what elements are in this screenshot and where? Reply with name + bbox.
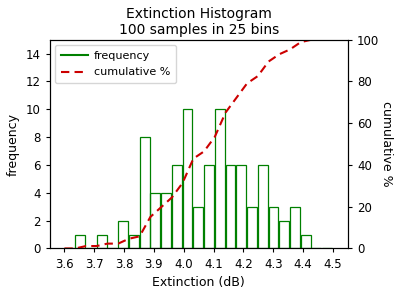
Bar [129, 234, 139, 248]
Bar [301, 234, 311, 248]
Bar [247, 207, 257, 248]
Legend: frequency, cumulative %: frequency, cumulative % [55, 45, 176, 83]
Bar [140, 137, 150, 248]
Bar [75, 234, 85, 248]
Bar [279, 221, 289, 248]
Bar [258, 165, 268, 248]
Bar [172, 165, 182, 248]
Y-axis label: cumulative %: cumulative % [380, 101, 393, 187]
Bar [161, 193, 171, 248]
Bar [268, 207, 278, 248]
Title: Extinction Histogram
100 samples in 25 bins: Extinction Histogram 100 samples in 25 b… [118, 7, 279, 37]
Bar [236, 165, 246, 248]
Bar [182, 109, 192, 248]
Bar [204, 165, 214, 248]
Bar [215, 109, 225, 248]
Y-axis label: frequency: frequency [7, 112, 20, 176]
X-axis label: Extinction (dB): Extinction (dB) [152, 276, 245, 289]
Bar [193, 207, 203, 248]
Bar [226, 165, 236, 248]
Bar [118, 221, 128, 248]
Bar [150, 193, 160, 248]
Bar [290, 207, 300, 248]
Bar [97, 234, 106, 248]
